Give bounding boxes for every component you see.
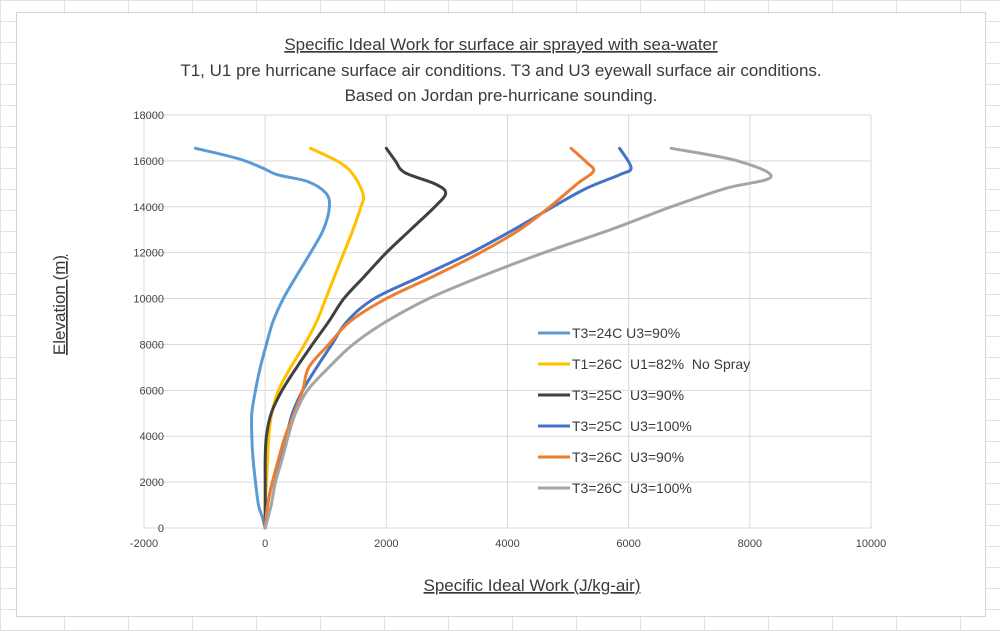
x-tick-label: 10000	[856, 538, 887, 550]
legend-label-2: T1=26C U1=82% No Spray	[572, 356, 750, 372]
legend: T3=24C U3=90% T1=26C U1=82% No Spray T3=25…	[538, 325, 750, 496]
y-axis-title: Elevation (m)	[50, 255, 69, 355]
y-tick-label: 6000	[140, 385, 164, 397]
y-tick-label: 18000	[133, 110, 164, 122]
y-tick-label: 10000	[133, 294, 164, 306]
tick-labels: -2000 0 2000 4000 6000 8000 100000200040006000…	[130, 110, 886, 550]
chart-title: Specific Ideal Work for surface air spra…	[284, 35, 718, 54]
legend-label-3: T3=25C U3=90%	[572, 387, 684, 403]
y-tick-label: 2000	[140, 477, 164, 489]
legend-label-1: T3=24C U3=90%	[572, 325, 680, 341]
series-line-4	[263, 146, 633, 530]
y-tick-label: 8000	[140, 339, 164, 351]
y-tick-label: 12000	[133, 248, 164, 260]
x-axis-title: Specific Ideal Work (J/kg-air)	[424, 576, 641, 595]
x-tick-label: -2000	[130, 538, 158, 550]
series-lines	[194, 146, 773, 530]
x-tick-label: 8000	[738, 538, 762, 550]
series-line-6	[263, 146, 773, 530]
chart-canvas: Specific Ideal Work for surface air spra…	[50, 35, 886, 595]
chart-subtitle-line-1: T1, U1 pre hurricane surface air conditi…	[180, 61, 821, 80]
y-tick-label: 4000	[140, 431, 164, 443]
legend-label-6: T3=26C U3=100%	[572, 480, 692, 496]
chart-subtitle-line-2: Based on Jordan pre-hurricane sounding.	[345, 86, 658, 105]
legend-label-5: T3=26C U3=90%	[572, 449, 684, 465]
chart-area: Specific Ideal Work for surface air spra…	[16, 12, 986, 617]
y-tick-label: 16000	[133, 156, 164, 168]
legend-label-4: T3=25C U3=100%	[572, 418, 692, 434]
x-tick-label: 2000	[374, 538, 398, 550]
series-line-5	[263, 146, 596, 530]
x-tick-label: 4000	[495, 538, 519, 550]
series-line-3	[263, 146, 448, 530]
x-tick-label: 0	[262, 538, 268, 550]
x-tick-label: 6000	[616, 538, 640, 550]
y-tick-label: 14000	[133, 202, 164, 214]
series-line-2	[263, 146, 366, 530]
series-line-1	[194, 146, 332, 530]
y-tick-label: 0	[158, 523, 164, 535]
